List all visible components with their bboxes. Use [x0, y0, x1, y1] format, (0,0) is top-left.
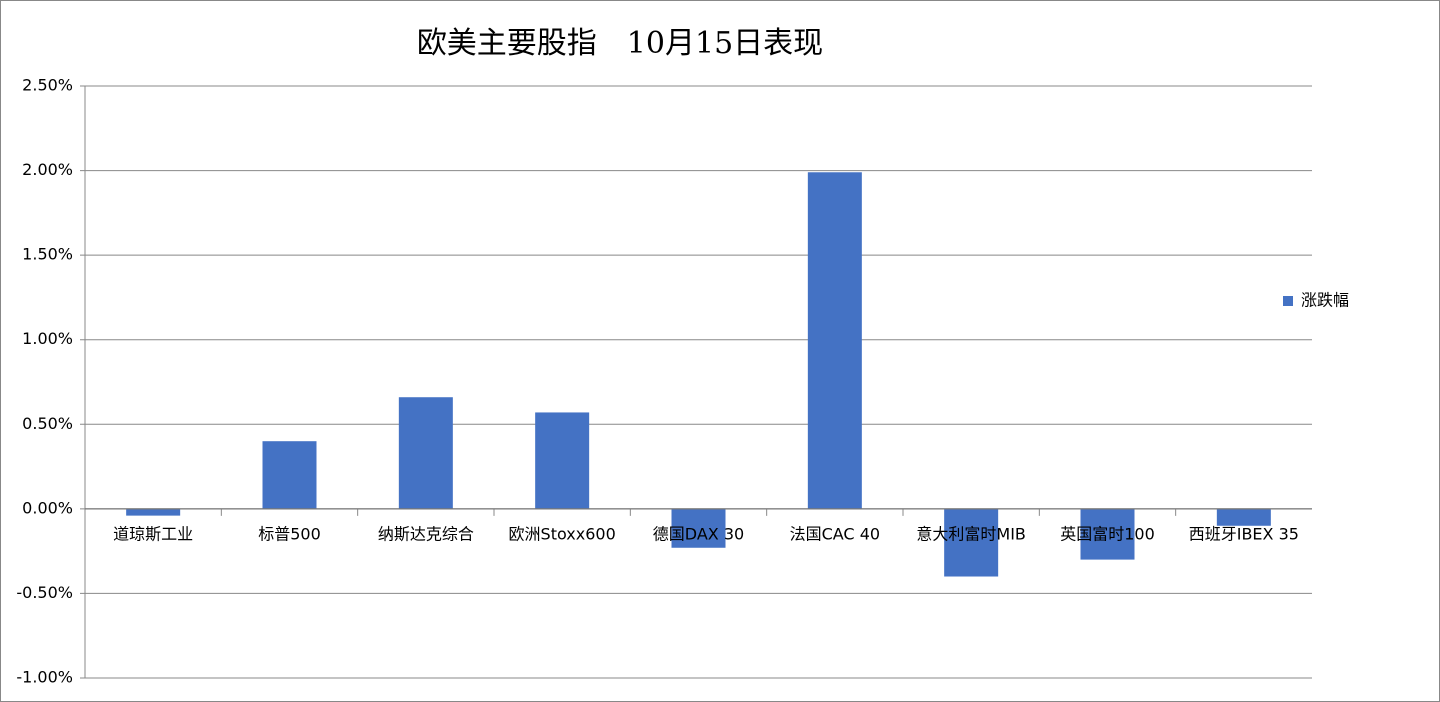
x-tick-label: 意大利富时MIB: [916, 524, 1026, 543]
bar: [944, 508, 999, 577]
chart-title: 欧美主要股指 10月15日表现: [417, 26, 823, 61]
y-tick-label: 2.50%: [22, 76, 73, 95]
legend-swatch: [1283, 296, 1293, 306]
x-tick-label: 法国CAC 40: [790, 524, 880, 543]
y-tick-label: 2.00%: [22, 160, 73, 179]
bar: [1216, 508, 1271, 526]
x-tick-label: 德国DAX 30: [653, 524, 744, 543]
bar: [671, 508, 726, 548]
x-tick-label: 西班牙IBEX 35: [1189, 524, 1299, 543]
bar: [262, 441, 317, 509]
y-tick-label: -0.50%: [16, 583, 73, 602]
bar: [398, 397, 453, 509]
legend-label: 涨跌幅: [1301, 291, 1349, 310]
y-tick-label: 0.00%: [22, 498, 73, 517]
x-tick-label: 英国富时100: [1060, 524, 1155, 543]
bar: [126, 508, 181, 516]
x-tick-label: 道琼斯工业: [113, 524, 193, 543]
x-tick-label: 标普500: [258, 524, 321, 543]
y-tick-label: 0.50%: [22, 414, 73, 433]
x-tick-label: 纳斯达克综合: [378, 524, 474, 543]
y-tick-label: -1.00%: [16, 668, 73, 687]
bar: [1080, 508, 1135, 560]
bar: [807, 172, 862, 509]
x-tick-label: 欧洲Stoxx600: [509, 524, 616, 543]
bar: [535, 412, 590, 509]
y-tick-label: 1.50%: [22, 245, 73, 264]
y-tick-label: 1.00%: [22, 329, 73, 348]
